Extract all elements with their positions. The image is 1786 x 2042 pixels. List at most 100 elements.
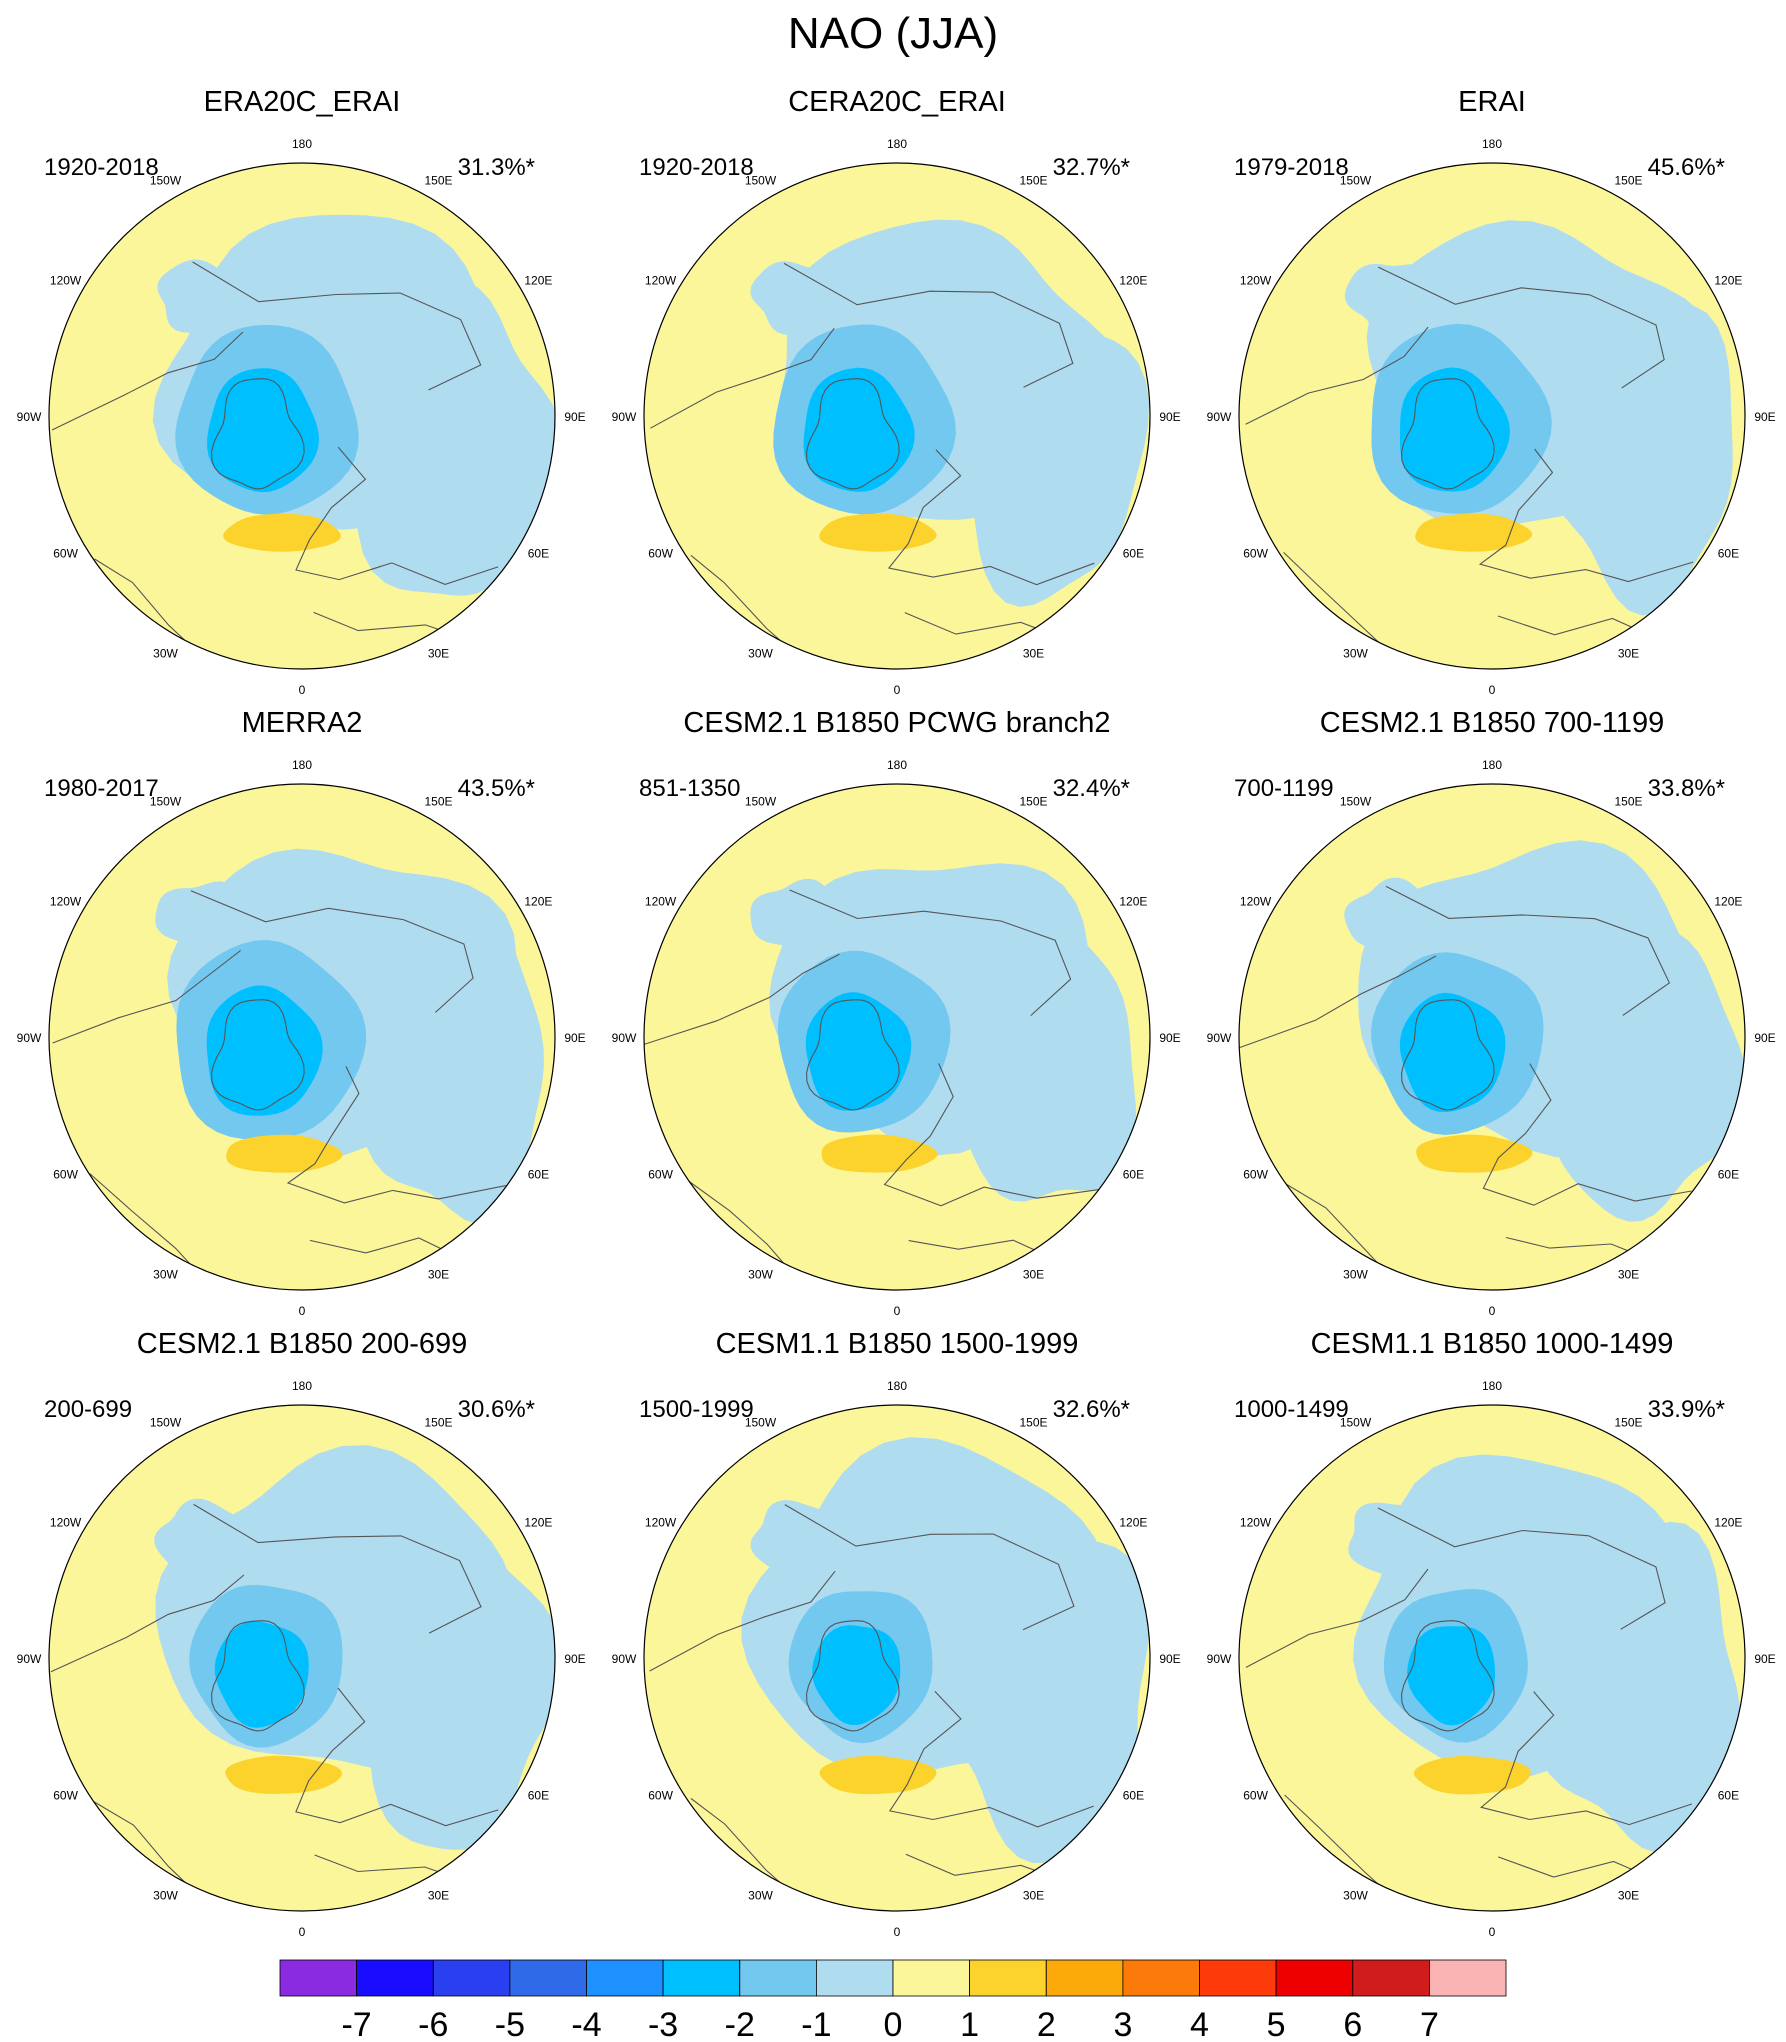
longitude-label: 30W <box>153 646 178 660</box>
coastline-greenland <box>806 378 900 490</box>
longitude-label: 30W <box>153 1888 178 1902</box>
panel-period: 1000-1499 <box>1234 1396 1349 1423</box>
longitude-label: 60E <box>528 547 549 561</box>
positive-core <box>819 513 937 552</box>
map-panel: CESM2.1 B1850 700-1199 700-1199 33.8%* 180 1… <box>1207 707 1776 1318</box>
panel-title: CESM2.1 B1850 PCWG branch2 <box>683 707 1110 739</box>
coastline-siberia <box>1377 266 1665 389</box>
longitude-label: 60E <box>1718 1789 1739 1803</box>
panel-variance: 32.4%* <box>1053 775 1130 802</box>
panel-period: 1920-2018 <box>639 154 754 181</box>
longitude-label: 0 <box>299 1925 306 1939</box>
panel-period: 1979-2018 <box>1234 154 1349 181</box>
negative-patch <box>750 878 841 955</box>
panel-title: CESM1.1 B1850 1500-1999 <box>716 1328 1079 1360</box>
colorbar-box <box>1199 1959 1277 1997</box>
coastline-europe <box>888 1691 1094 1828</box>
coastline-atlantic <box>89 1173 199 1274</box>
negative-core-inner <box>214 1621 309 1728</box>
longitude-label: 150E <box>1019 1416 1047 1430</box>
negative-region-east <box>1542 304 1733 616</box>
longitude-label: 90E <box>1754 1031 1775 1045</box>
coastline-siberia <box>789 889 1072 1017</box>
negative-region-east <box>353 903 544 1225</box>
colorbar-box <box>816 1959 894 1997</box>
longitude-label: 150W <box>1340 1416 1372 1430</box>
longitude-label: 90W <box>1207 1031 1232 1045</box>
coastline-north-america <box>649 1570 836 1672</box>
colorbar-box <box>662 1959 741 1997</box>
map-boundary <box>1238 162 1746 670</box>
longitude-label: 90W <box>17 1031 42 1045</box>
panel-variance: 33.9%* <box>1648 1396 1725 1423</box>
negative-patch <box>1344 877 1435 952</box>
longitude-label: 150W <box>745 1416 777 1430</box>
longitude-label: 30W <box>153 1267 178 1281</box>
longitude-label: 90W <box>1207 1652 1232 1666</box>
negative-patch <box>750 261 844 335</box>
colorbar-box <box>1045 1959 1124 1997</box>
longitude-label: 30E <box>1023 1888 1044 1902</box>
coastline-siberia <box>1377 1507 1666 1630</box>
coastline-siberia <box>783 262 1074 388</box>
panel-period: 700-1199 <box>1234 775 1334 802</box>
negative-patch <box>1348 1502 1443 1575</box>
coastline-siberia <box>192 261 482 391</box>
coastline-north-america <box>51 331 244 431</box>
coastline-greenland <box>1401 378 1495 490</box>
longitude-label: 30E <box>428 1267 449 1281</box>
longitude-label: 150W <box>745 795 777 809</box>
longitude-label: 90W <box>1207 410 1232 424</box>
longitude-label: 0 <box>299 1304 306 1318</box>
colorbar-label: -2 <box>725 2006 755 2042</box>
longitude-label: 120W <box>1240 1516 1272 1530</box>
panel-period: 200-699 <box>44 1396 132 1423</box>
negative-region-east <box>1548 914 1745 1222</box>
coastline-greenland <box>1401 1620 1495 1732</box>
colorbar-label: 7 <box>1420 2006 1439 2042</box>
longitude-label: 90E <box>1754 410 1775 424</box>
longitude-label: 0 <box>1489 1304 1496 1318</box>
longitude-label: 30W <box>1343 646 1368 660</box>
panel-grid: ERA20C_ERAI 1920-2018 31.3%* 180 150E 120E 90E… <box>17 86 1776 1939</box>
map-field <box>644 784 1150 1290</box>
map-panel: CESM2.1 B1850 200-699 200-699 30.6%* 180 150… <box>17 1328 586 1939</box>
longitude-label: 90E <box>1159 1652 1180 1666</box>
panel-variance: 32.6%* <box>1053 1396 1130 1423</box>
colorbar-label: 5 <box>1267 2006 1286 2042</box>
longitude-label: 0 <box>894 683 901 697</box>
negative-patch <box>157 259 252 333</box>
longitude-label: 90E <box>564 410 585 424</box>
map-field <box>1239 163 1745 669</box>
colorbar-box <box>432 1959 511 1997</box>
longitude-label: 120W <box>50 274 82 288</box>
colorbar-label: -3 <box>648 2006 678 2042</box>
longitude-label: 60W <box>1243 1168 1268 1182</box>
longitude-label: 60E <box>1718 547 1739 561</box>
longitude-label: 150E <box>1019 174 1047 188</box>
panel-variance: 31.3%* <box>458 154 535 181</box>
map-field <box>644 163 1150 669</box>
colorbar-box <box>1122 1959 1200 1997</box>
coastline-europe <box>887 449 1095 586</box>
map-panel: ERA20C_ERAI 1920-2018 31.3%* 180 150E 120E 90E… <box>17 86 586 697</box>
negative-core-inner <box>207 368 319 493</box>
map-panel: CESM1.1 B1850 1500-1999 1500-1999 32.6%* 18… <box>612 1328 1181 1939</box>
longitude-label: 30E <box>428 646 449 660</box>
longitude-label: 120W <box>645 895 677 909</box>
longitude-label: 30W <box>1343 1267 1368 1281</box>
longitude-label: 60E <box>528 1168 549 1182</box>
coastline-greenland <box>806 999 900 1111</box>
panel-title: CERA20C_ERAI <box>788 86 1006 118</box>
coastline-europe <box>1480 1691 1693 1826</box>
longitude-label: 90W <box>612 410 637 424</box>
coastline-europe <box>1482 1063 1692 1206</box>
longitude-label: 120W <box>1240 274 1272 288</box>
longitude-label: 180 <box>292 758 312 772</box>
map-panel: CESM2.1 B1850 PCWG branch2 851-1350 32.4%*… <box>612 707 1181 1318</box>
longitude-label: 30W <box>748 1888 773 1902</box>
panel-title: ERA20C_ERAI <box>204 86 401 118</box>
positive-core <box>223 513 341 552</box>
colorbar-label: 6 <box>1343 2006 1362 2042</box>
coastline-europe <box>295 1687 499 1827</box>
